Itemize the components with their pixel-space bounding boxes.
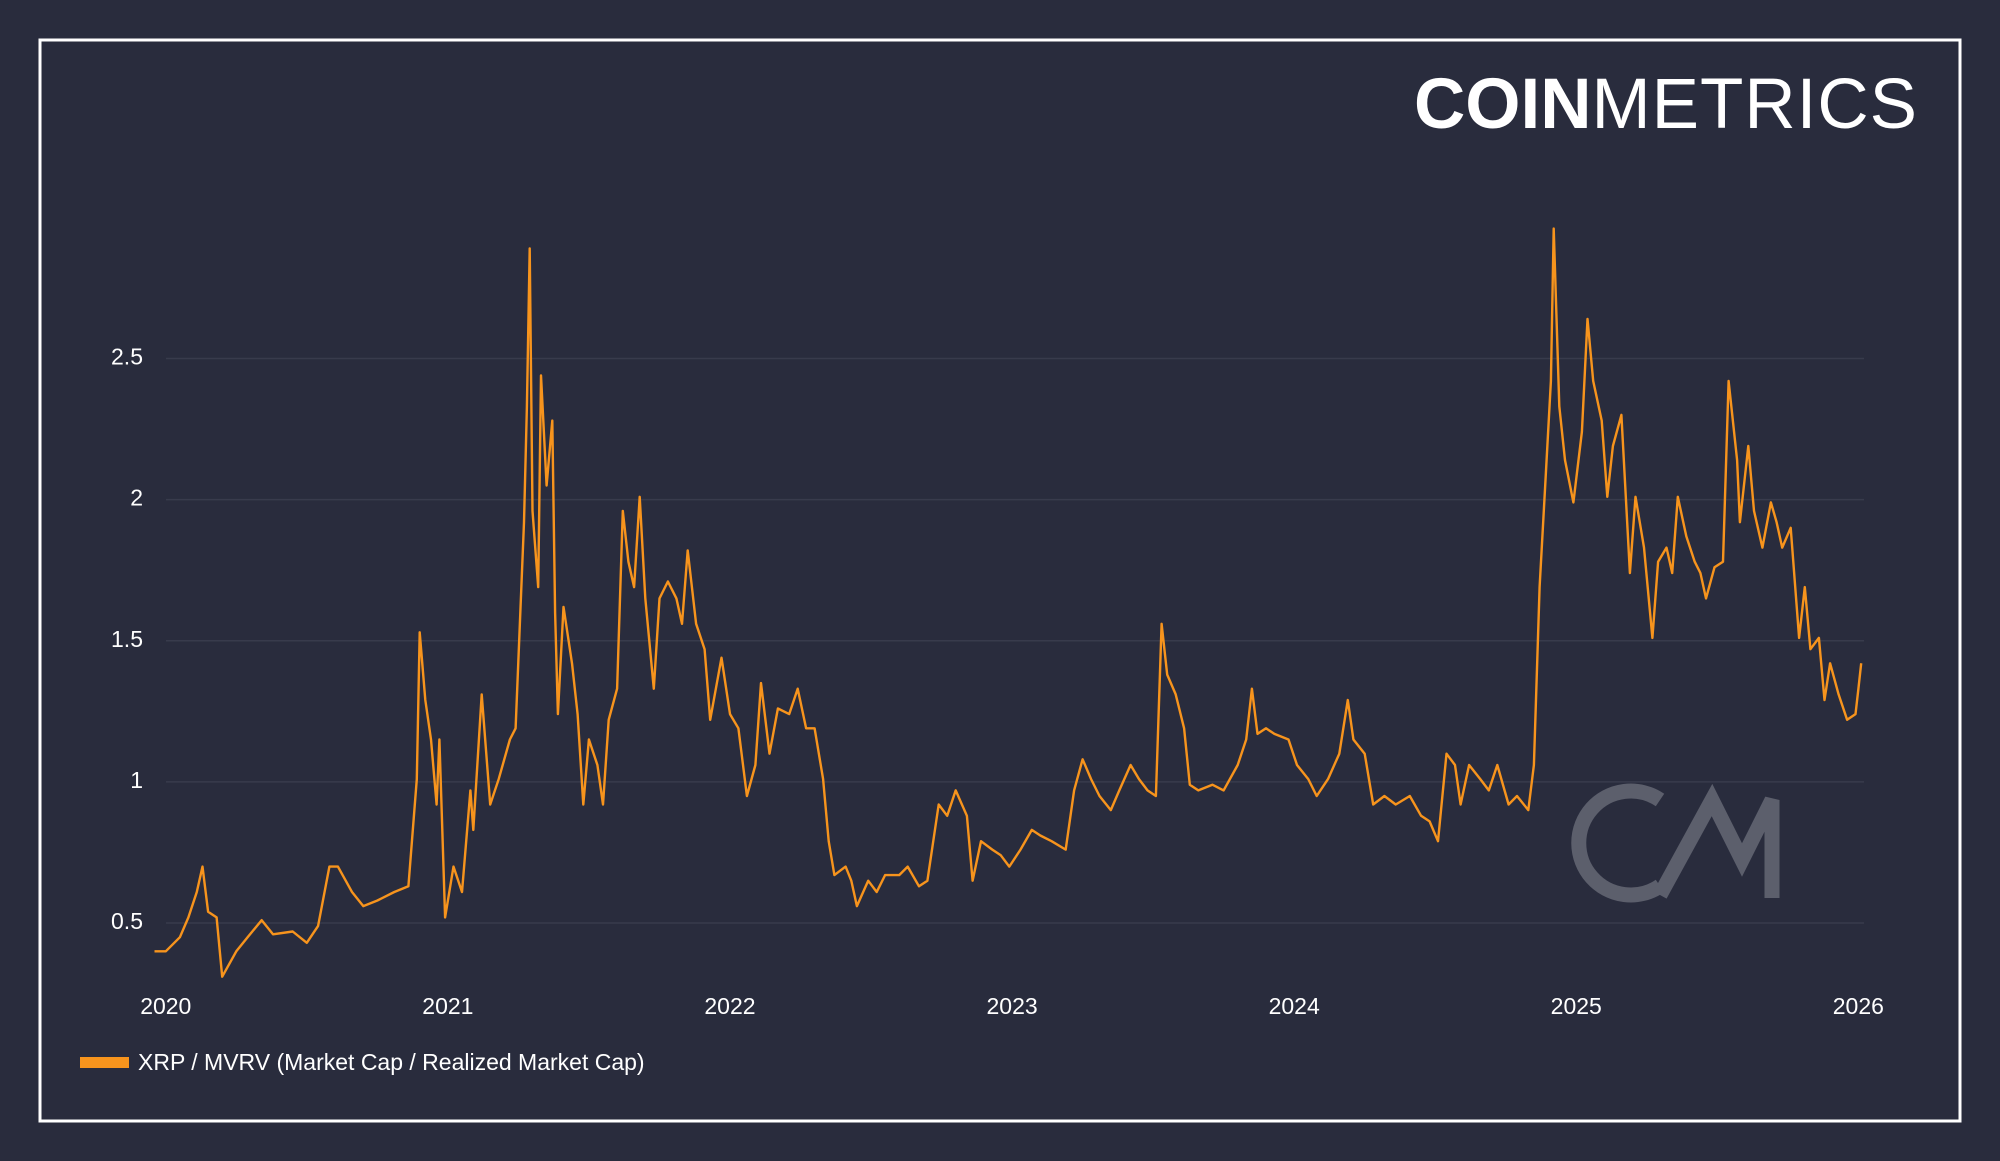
x-tick-label: 2023: [986, 993, 1037, 1019]
x-tick-label: 2024: [1269, 993, 1320, 1019]
y-tick-label: 2.5: [111, 344, 143, 370]
data-line: [154, 227, 1863, 978]
legend-swatch: [80, 1057, 129, 1068]
watermark-m: [1653, 783, 1780, 899]
watermark: [1571, 783, 1780, 903]
x-tick-label: 2021: [422, 993, 473, 1019]
y-tick-label: 1: [130, 767, 143, 793]
x-tick-label: 2025: [1551, 993, 1602, 1019]
logo-strong: COIN: [1414, 65, 1592, 144]
x-tick-label: 2022: [704, 993, 755, 1019]
x-tick-label: 2026: [1833, 993, 1884, 1019]
x-tick-label: 2020: [140, 993, 191, 1019]
legend-label: XRP / MVRV (Market Cap / Realized Market…: [138, 1049, 645, 1075]
plot: 0.5 1 1.5 2 2.5 2020 2021 2022 2023 2024 2025 2026: [111, 227, 1884, 1019]
y-tick-label: 2: [130, 485, 143, 511]
watermark-c: [1571, 783, 1665, 903]
frame: [38, 38, 1962, 1123]
y-tick-label: 0.5: [111, 908, 143, 934]
logo-light: METRICS: [1592, 65, 1919, 144]
y-tick-label: 1.5: [111, 626, 143, 652]
logo: COINMETRICS: [1414, 65, 1918, 144]
